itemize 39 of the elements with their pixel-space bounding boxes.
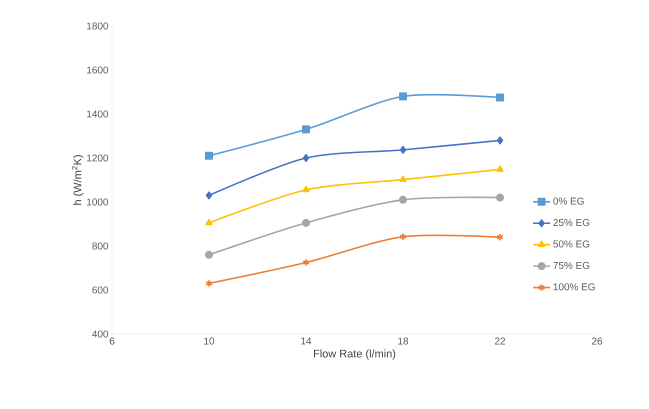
legend-label: 50% EG [553,240,590,248]
y-tick-label: 1800 [87,22,108,30]
point [205,250,214,259]
x-tick-label: 18 [398,338,408,345]
point [302,186,310,192]
point [496,136,504,144]
legend-label: 25% EG [553,219,590,226]
point [399,196,408,204]
y-tick-label: 600 [92,286,108,294]
point [302,218,310,227]
x-tick-label: 26 [592,338,602,345]
point [399,232,407,241]
point [206,191,212,200]
x-tick-label: 10 [204,338,214,345]
x-tick-label: 22 [494,338,506,344]
y-tick-label: 400 [92,330,108,338]
y-tick-label: 1400 [87,110,108,118]
point [205,152,214,160]
point [302,258,310,266]
point [399,92,408,100]
y-tick-label: 800 [92,242,108,250]
x-axis-title: Flow Rate (l/min) [314,349,396,360]
x-tick-label: 6 [110,338,114,345]
legend-label: 100% EG [554,283,595,290]
y-tick-label: 1200 [87,154,108,162]
point [205,218,213,226]
point [496,93,504,102]
y-axis-title: h (W/m$^{2}$K) [72,155,84,205]
point [496,165,504,172]
point [400,146,406,154]
point [496,194,504,202]
y-tick-label: 1000 [87,198,108,206]
point [302,154,310,162]
y-tick-label: 1600 [87,66,108,74]
point [302,125,310,134]
x-tick-label: 14 [301,338,312,344]
point [399,176,407,182]
legend-label: 0% EG [553,198,584,205]
legend-label: 75% EG [553,262,590,269]
